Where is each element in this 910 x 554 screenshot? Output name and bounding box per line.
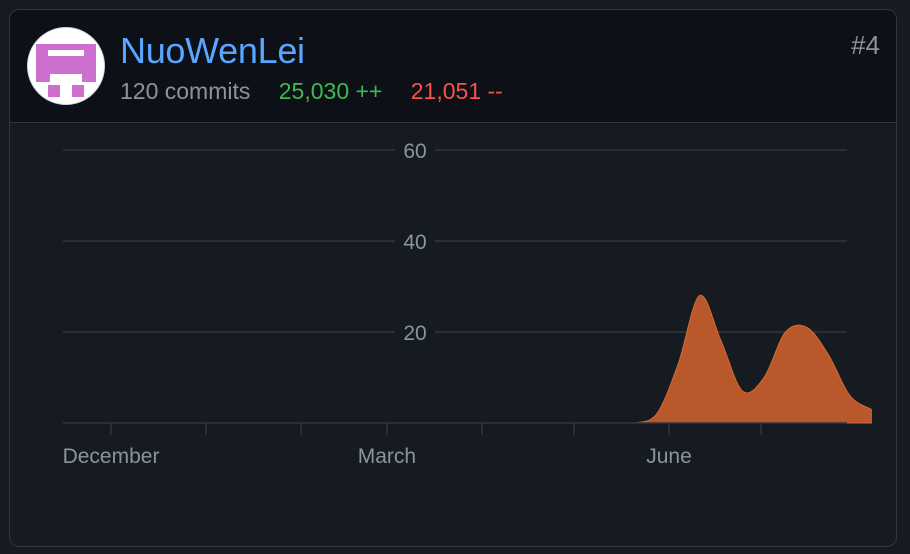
deletions-count: 21,051 -- — [410, 78, 503, 104]
y-tick-label-40: 40 — [403, 231, 426, 254]
y-tick-label-bg — [395, 319, 435, 345]
y-tick-label-bg — [395, 137, 435, 163]
x-tick-label-december: December — [63, 445, 160, 468]
chart-x-axis: December March June — [63, 422, 847, 468]
contributor-rank: #4 — [851, 30, 880, 60]
additions-count: 25,030 ++ — [278, 78, 383, 104]
commit-count-link[interactable]: 120 commits — [120, 78, 251, 104]
chart-area-series — [98, 295, 872, 424]
contributor-header: NuoWenLei #4 120 commits 25,030 ++ 21,05… — [10, 10, 896, 123]
contributor-stats: 120 commits 25,030 ++ 21,051 -- — [120, 78, 525, 105]
chart-y-tick-labels: 20 40 60 — [395, 137, 435, 345]
y-tick-label-bg — [395, 228, 435, 254]
x-tick-label-june: June — [646, 445, 692, 468]
contributor-name-link[interactable]: NuoWenLei — [120, 30, 305, 71]
avatar[interactable] — [27, 27, 105, 105]
contributor-card: NuoWenLei #4 120 commits 25,030 ++ 21,05… — [9, 9, 897, 547]
y-tick-label-20: 20 — [403, 322, 426, 345]
identicon-avatar-icon — [36, 44, 96, 97]
commit-activity-chart: December March June 20 40 60 — [63, 137, 872, 468]
x-tick-label-march: March — [358, 445, 416, 468]
y-tick-label-60: 60 — [403, 140, 426, 163]
commits-area — [98, 295, 872, 424]
chart-gridlines — [63, 149, 847, 333]
